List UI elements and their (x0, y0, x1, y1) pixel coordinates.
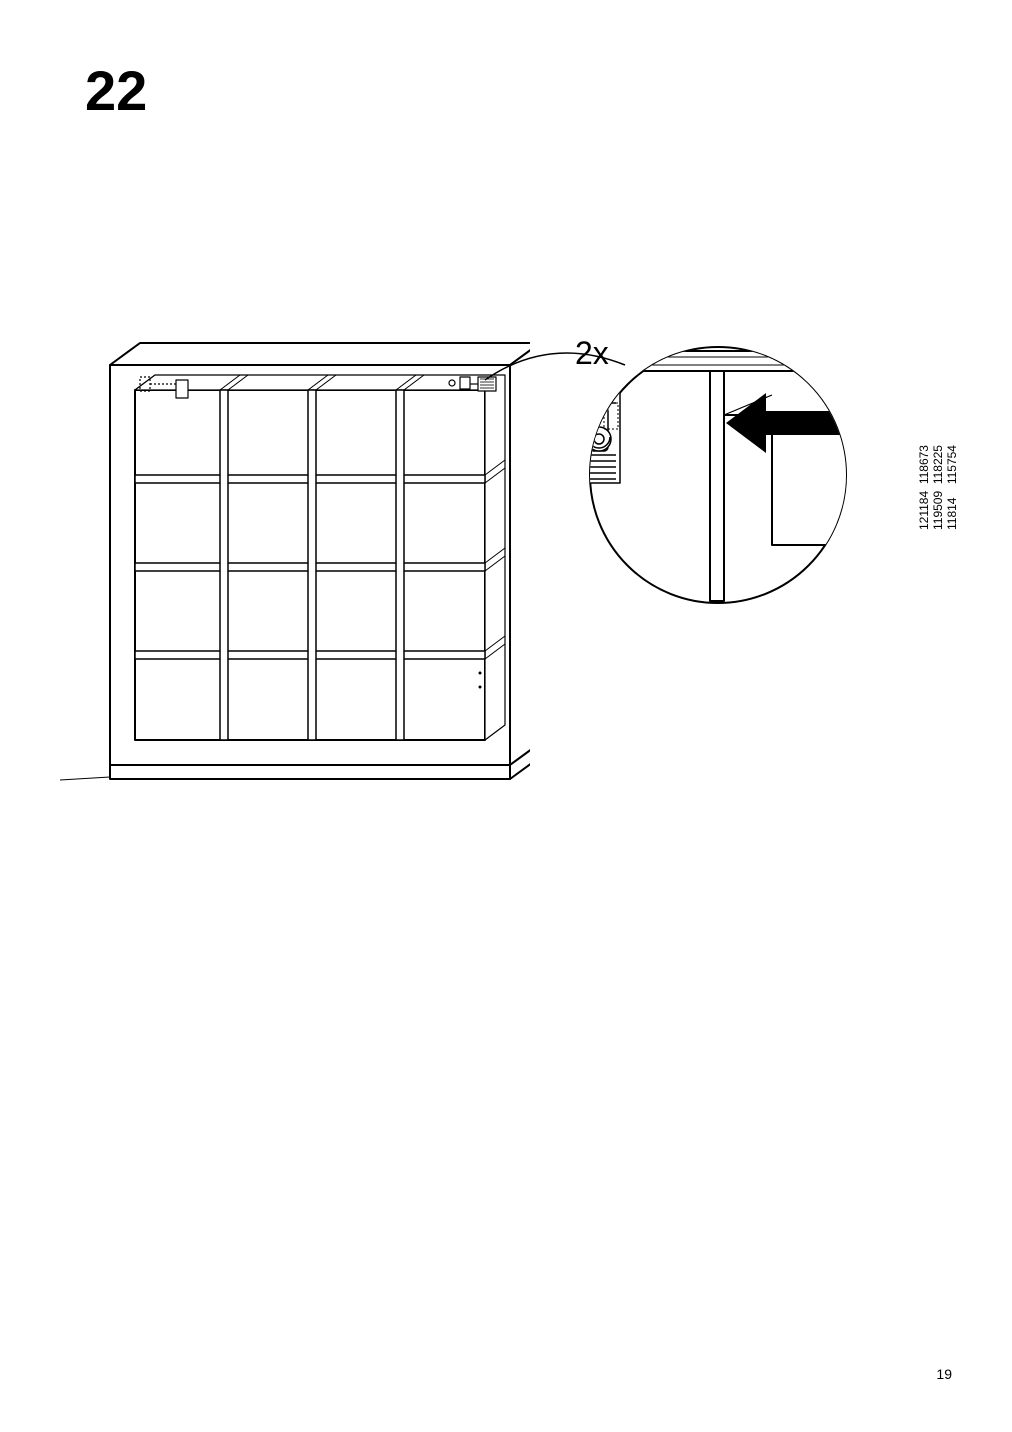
part-code: 118673 (917, 445, 931, 484)
detail-circle-illustration (540, 345, 910, 635)
page-number: 19 (936, 1366, 952, 1382)
part-code: 118225 (931, 445, 945, 484)
part-code: 121184 (917, 491, 931, 530)
part-code: 11814 (945, 498, 959, 530)
shelf-unit-illustration (60, 335, 530, 815)
part-code: 119509 (931, 491, 945, 530)
step-number: 22 (85, 58, 147, 123)
part-code: 115754 (945, 445, 959, 484)
